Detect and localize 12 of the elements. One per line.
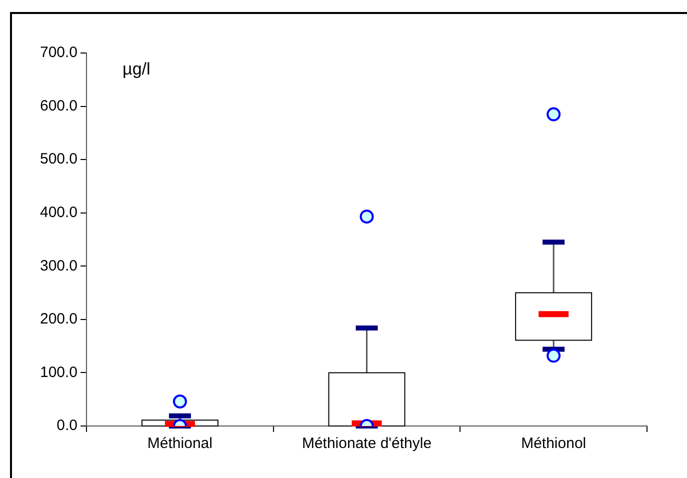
y-tick-label: 500.0 <box>40 150 78 168</box>
y-tick-label: 700.0 <box>40 44 78 62</box>
y-tick-label: 300.0 <box>40 257 78 274</box>
x-tick-label: Méthionate d'éthyle <box>302 435 432 452</box>
y-tick-label: 600.0 <box>40 97 78 114</box>
y-axis-title: µg/l <box>122 60 150 79</box>
y-tick-label: 100.0 <box>40 364 78 381</box>
x-tick-label: Méthionol <box>521 435 586 452</box>
y-tick-label: 0.0 <box>56 417 78 434</box>
x-tick-label: Méthional <box>147 435 212 452</box>
y-tick-label: 400.0 <box>40 204 78 221</box>
y-tick-label: 200.0 <box>40 310 78 328</box>
